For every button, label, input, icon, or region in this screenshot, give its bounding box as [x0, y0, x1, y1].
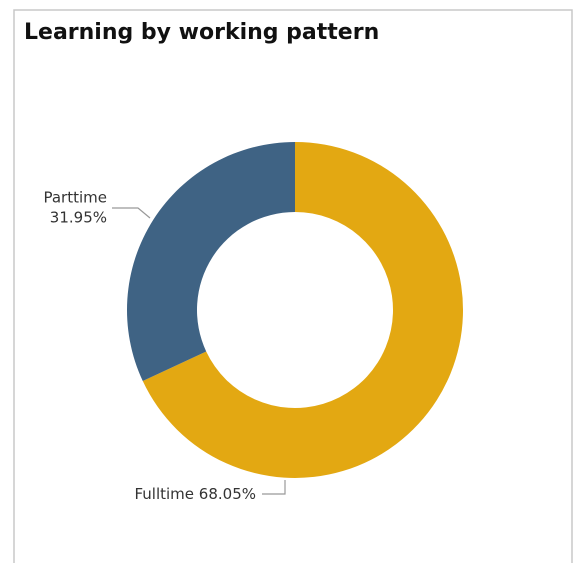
donut-slice [142, 142, 464, 479]
leader-line [112, 207, 151, 219]
donut-slice [127, 142, 295, 382]
chart-title: Learning by working pattern [24, 20, 379, 45]
value-label: 68.05% [199, 485, 256, 503]
value-label: 31.95% [50, 209, 107, 227]
leader-line [262, 480, 286, 495]
card-border [13, 9, 573, 563]
data-label: Fulltime 68.05% [134, 485, 256, 503]
category-label: Fulltime [134, 485, 194, 503]
category-label: Parttime [43, 189, 107, 207]
